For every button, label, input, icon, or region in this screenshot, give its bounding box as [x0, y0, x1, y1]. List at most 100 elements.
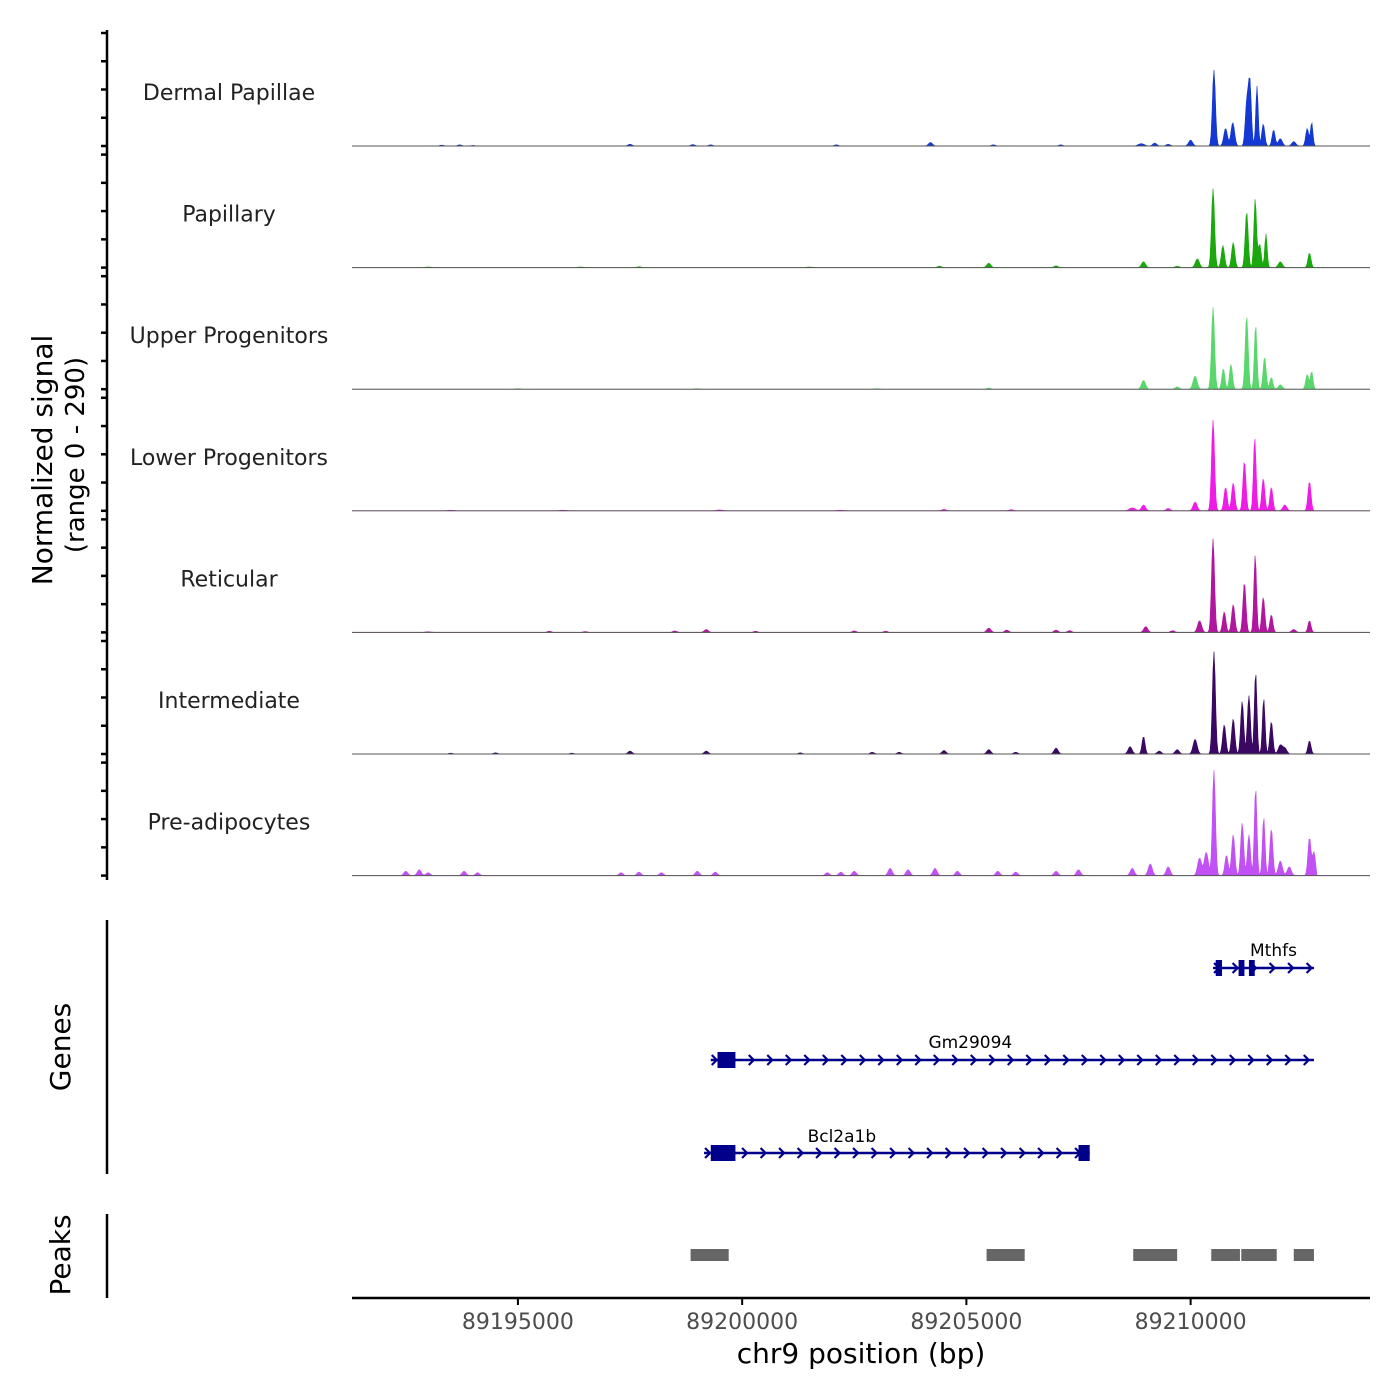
strand-chevron: [889, 1147, 897, 1159]
gene-annotations: Mthfs Gm29094 Bcl2a1b: [704, 941, 1314, 1161]
coverage-track: Pre-adipocytes: [148, 770, 1370, 877]
gene-exon: [1248, 960, 1255, 976]
coverage-track: Upper Progenitors: [130, 307, 1370, 390]
strand-chevron: [1117, 1054, 1126, 1066]
strand-chevron: [1305, 962, 1314, 974]
peak-region: [1241, 1249, 1277, 1261]
x-axis-label: chr9 position (bp): [737, 1337, 986, 1370]
strand-chevron: [852, 1147, 860, 1159]
strand-chevron: [821, 1054, 830, 1066]
coverage-area: [352, 770, 1370, 876]
strand-chevron: [1043, 1054, 1052, 1066]
strand-chevron: [784, 1054, 793, 1066]
coverage-area: [352, 538, 1370, 633]
strand-chevron: [951, 1054, 959, 1066]
strand-chevron: [1302, 1054, 1311, 1066]
strand-chevron: [988, 1054, 996, 1066]
gene-exon: [1215, 960, 1223, 976]
strand-chevron: [870, 1147, 879, 1159]
strand-chevron: [1018, 1147, 1027, 1159]
track-label: Lower Progenitors: [130, 446, 328, 471]
strand-chevron: [1228, 1054, 1237, 1066]
coverage-tracks: Dermal Papillae Papillary Upper Progenitor…: [130, 69, 1370, 877]
strand-chevron: [932, 1054, 941, 1066]
strand-chevron: [907, 1147, 916, 1159]
coverage-area: [352, 188, 1370, 268]
strand-chevron: [833, 1147, 842, 1159]
coverage-ylabel-line1: Normalized signal: [26, 335, 59, 586]
x-tick-label: 89210000: [1135, 1310, 1247, 1335]
gene-name-label: Bcl2a1b: [808, 1127, 877, 1147]
x-tick-label: 89205000: [910, 1310, 1022, 1335]
strand-chevron: [704, 1147, 712, 1159]
gene-exon: [710, 1145, 736, 1161]
peak-region: [1211, 1249, 1240, 1261]
coverage-track: Dermal Papillae: [143, 69, 1370, 147]
strand-chevron: [741, 1147, 749, 1159]
coverage-area: [352, 307, 1370, 390]
track-label: Intermediate: [158, 689, 300, 714]
strand-chevron: [1210, 1054, 1218, 1066]
strand-chevron: [1284, 1054, 1292, 1066]
track-label: Upper Progenitors: [130, 324, 329, 349]
x-axis-ticks: 89195000 89200000 89205000 89210000: [462, 1298, 1247, 1335]
strand-chevron: [895, 1054, 904, 1066]
track-label: Reticular: [180, 567, 278, 592]
strand-chevron: [1191, 1054, 1200, 1066]
coverage-track: Intermediate: [158, 651, 1370, 755]
track-label: Papillary: [182, 203, 276, 228]
coverage-track: Reticular: [180, 538, 1370, 633]
gene-exon: [1078, 1145, 1090, 1161]
strand-chevron: [914, 1054, 922, 1066]
strand-chevron: [796, 1147, 805, 1159]
peak-region: [1133, 1249, 1178, 1261]
peak-region: [986, 1249, 1025, 1261]
strand-chevron: [1173, 1054, 1181, 1066]
strand-chevron: [840, 1054, 848, 1066]
strand-chevron: [1287, 962, 1295, 974]
strand-chevron: [710, 1054, 719, 1066]
gene-exon: [1238, 960, 1245, 976]
peak-region: [1293, 1249, 1314, 1261]
strand-chevron: [1000, 1147, 1008, 1159]
strand-chevron: [1247, 1054, 1255, 1066]
strand-chevron: [877, 1054, 885, 1066]
coverage-area: [352, 651, 1370, 755]
strand-chevron: [944, 1147, 953, 1159]
strand-chevron: [926, 1147, 934, 1159]
track-label: Dermal Papillae: [143, 81, 315, 106]
gene-model: Bcl2a1b: [704, 1127, 1090, 1161]
strand-chevron: [858, 1054, 867, 1066]
coverage-track: Papillary: [182, 188, 1370, 269]
strand-chevron: [1055, 1147, 1064, 1159]
strand-chevron: [815, 1147, 823, 1159]
strand-chevron: [1154, 1054, 1163, 1066]
coverage-track: Lower Progenitors: [130, 419, 1370, 512]
strand-chevron: [803, 1054, 811, 1066]
strand-chevron: [778, 1147, 786, 1159]
coverage-y-ticks: [101, 31, 107, 877]
strand-chevron: [963, 1147, 971, 1159]
strand-chevron: [1268, 962, 1277, 974]
strand-chevron: [981, 1147, 990, 1159]
strand-chevron: [1025, 1054, 1033, 1066]
strand-chevron: [969, 1054, 978, 1066]
strand-chevron: [1062, 1054, 1070, 1066]
genes-panel-label: Genes: [44, 1003, 77, 1091]
x-tick-label: 89200000: [686, 1310, 798, 1335]
gene-name-label: Mthfs: [1250, 941, 1297, 961]
strand-chevron: [1136, 1054, 1144, 1066]
strand-chevron: [766, 1054, 774, 1066]
strand-chevron: [1265, 1054, 1274, 1066]
peaks-panel-label: Peaks: [44, 1214, 77, 1295]
coverage-ylabel-line2: (range 0 - 290): [61, 357, 91, 553]
peak-regions: [690, 1249, 1314, 1261]
strand-chevron: [1099, 1054, 1107, 1066]
gene-model: Gm29094: [710, 1033, 1314, 1068]
strand-chevron: [747, 1054, 756, 1066]
track-label: Pre-adipocytes: [148, 811, 311, 836]
coverage-area: [352, 419, 1370, 512]
strand-chevron: [1037, 1147, 1045, 1159]
gene-exon: [717, 1052, 736, 1068]
